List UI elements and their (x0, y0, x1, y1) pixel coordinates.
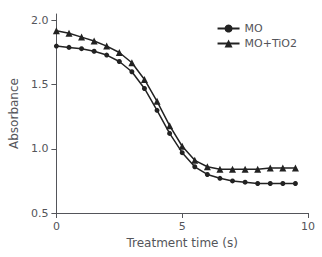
svg-text:10: 10 (301, 220, 315, 233)
svg-text:1.5: 1.5 (31, 78, 49, 91)
svg-text:0: 0 (53, 220, 60, 233)
svg-text:2.0: 2.0 (31, 14, 49, 27)
svg-text:5: 5 (179, 220, 186, 233)
svg-text:Absorbance: Absorbance (7, 78, 21, 149)
svg-text:MO+TiO2: MO+TiO2 (245, 37, 297, 50)
svg-text:0.5: 0.5 (31, 207, 49, 220)
svg-text:MO: MO (245, 22, 263, 35)
svg-text:Treatment time (s): Treatment time (s) (125, 236, 237, 250)
svg-text:1.0: 1.0 (31, 142, 49, 155)
